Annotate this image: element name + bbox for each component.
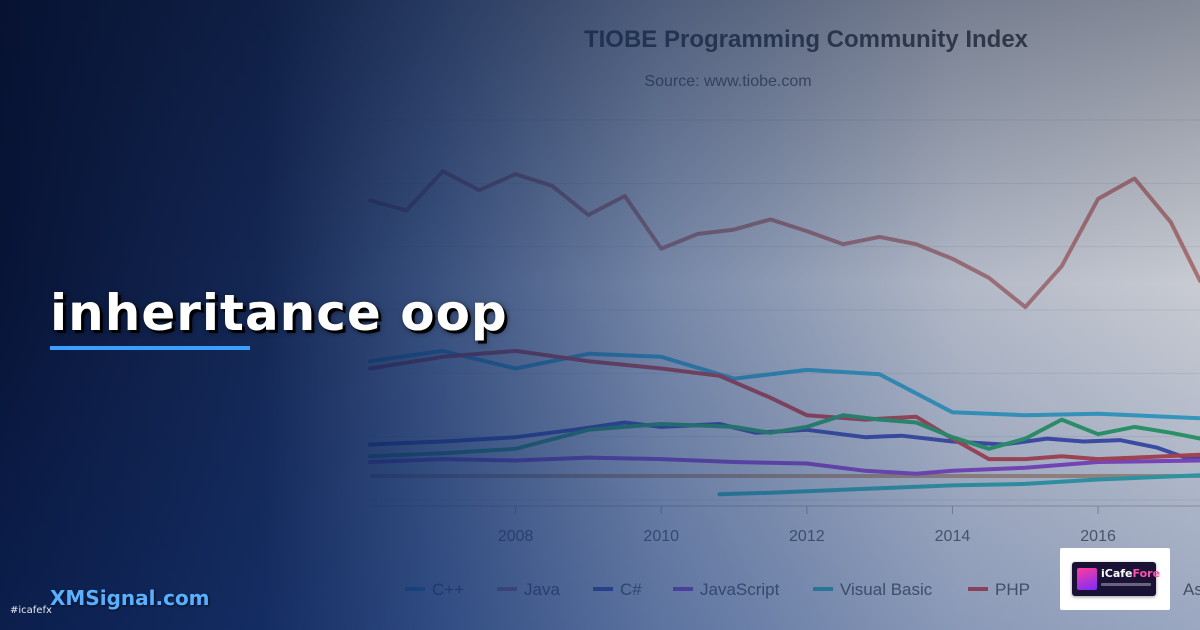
x-tick-label: 2010 <box>643 528 679 545</box>
logo-text-accent: Fore <box>1132 567 1161 580</box>
site-name-link[interactable]: XMSignal.com <box>50 586 210 610</box>
chart-subtitle: Source: www.tiobe.com <box>644 73 811 90</box>
legend-label: C++ <box>432 580 464 599</box>
x-tick-label: 2014 <box>935 528 971 545</box>
logo-text-main: iCafe <box>1101 567 1133 580</box>
headline: inheritance oop <box>50 284 508 342</box>
logo-wordmark: iCafeFore <box>1101 567 1160 580</box>
logo-card: iCafeFore <box>1072 562 1160 596</box>
legend-label: As <box>1183 580 1200 599</box>
legend-label: C# <box>620 580 642 599</box>
logo-tagline-bar <box>1101 583 1151 586</box>
legend-label: Java <box>524 580 560 599</box>
legend-label: Visual Basic <box>840 580 933 599</box>
legend-label: PHP <box>995 580 1030 599</box>
legend-label: JavaScript <box>700 580 780 599</box>
headline-underline <box>50 346 250 350</box>
chart-title: TIOBE Programming Community Index <box>584 26 1029 53</box>
hashtag-label: #icafefx <box>10 605 52 616</box>
x-tick-label: 2008 <box>498 528 534 545</box>
icafefx-logo[interactable]: iCafeFore <box>1060 548 1170 610</box>
candlestick-chart-icon <box>1077 568 1097 590</box>
x-tick-label: 2016 <box>1080 528 1116 545</box>
x-tick-label: 2012 <box>789 528 825 545</box>
